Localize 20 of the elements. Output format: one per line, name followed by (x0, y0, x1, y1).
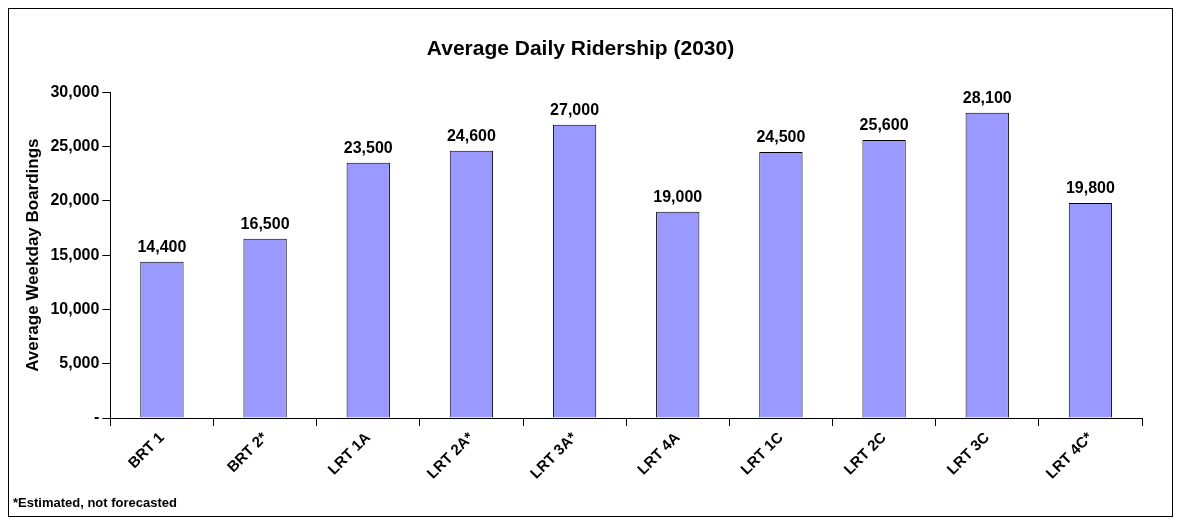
y-tick-label: 5,000 (59, 354, 100, 372)
y-tick-label: 10,000 (50, 299, 100, 317)
y-tick-label: 20,000 (50, 191, 100, 209)
y-tick-label: 15,000 (50, 245, 100, 263)
data-label: 14,400 (137, 238, 187, 256)
data-label: 25,600 (859, 116, 909, 134)
data-label: 24,500 (756, 128, 806, 146)
y-tick-label: 30,000 (50, 82, 100, 100)
y-tick-label: 25,000 (50, 136, 100, 154)
y-axis-title: Average Weekday Boardings (22, 138, 42, 372)
chart-title: Average Daily Ridership (2030) (426, 36, 735, 60)
data-label: 23,500 (343, 139, 393, 157)
data-label: 19,000 (653, 188, 703, 206)
data-label: 16,500 (240, 215, 290, 233)
data-label: 19,800 (1065, 179, 1115, 197)
data-label: 24,600 (446, 127, 496, 145)
text: *Estimated, not forecasted (13, 495, 178, 511)
data-label: 27,000 (550, 101, 600, 119)
y-tick-label: - (94, 408, 100, 426)
data-label: 28,100 (962, 89, 1012, 107)
